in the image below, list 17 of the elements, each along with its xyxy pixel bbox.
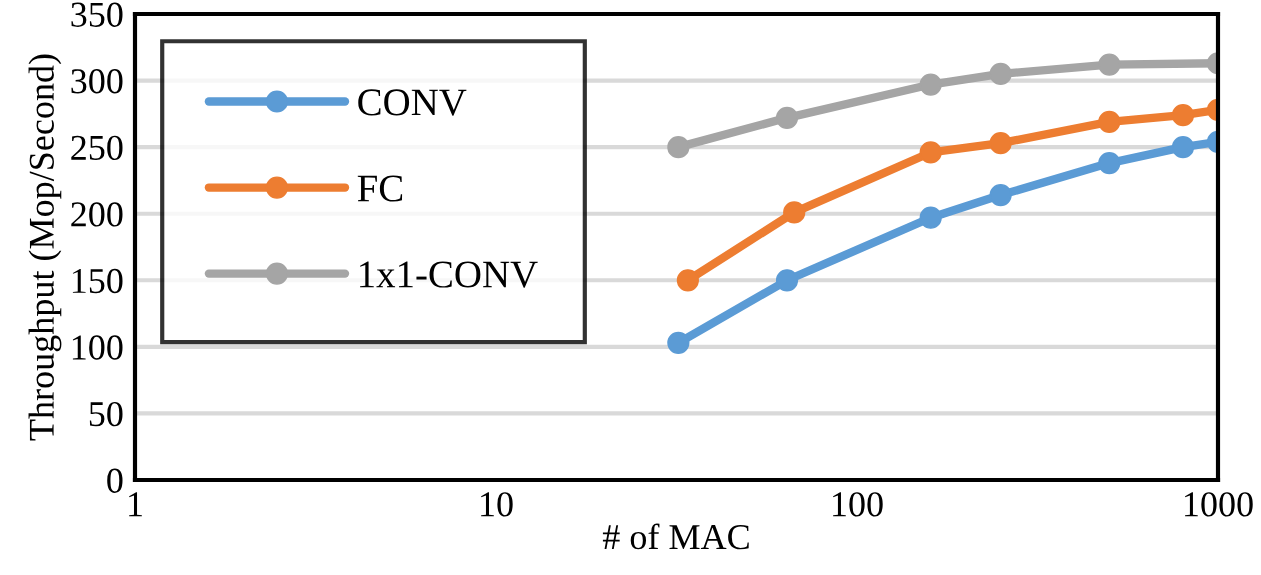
y-tick-label: 100	[72, 335, 123, 360]
x-tick-label: 1000	[1185, 492, 1253, 517]
y-tick-label: 50	[89, 401, 123, 427]
y-tick-label: 200	[71, 202, 123, 227]
y-tick-label: 350	[71, 2, 123, 27]
y-axis-title: Throughput (Mop/Second)	[28, 54, 62, 441]
x-axis-title: # of MAC	[602, 523, 749, 550]
y-tick-label: 150	[72, 268, 123, 294]
y-tick-label: 300	[71, 69, 123, 94]
x-tick-label: 1	[129, 492, 142, 517]
legend-label: CONV	[358, 89, 467, 116]
x-tick-label: 100	[833, 492, 883, 517]
x-tick-label: 10	[481, 492, 513, 517]
y-tick-label: 250	[71, 135, 123, 161]
y-tick-label: 0	[107, 468, 123, 493]
legend-label: 1x1-CONV	[360, 261, 538, 288]
legend-label: FC	[357, 175, 403, 202]
